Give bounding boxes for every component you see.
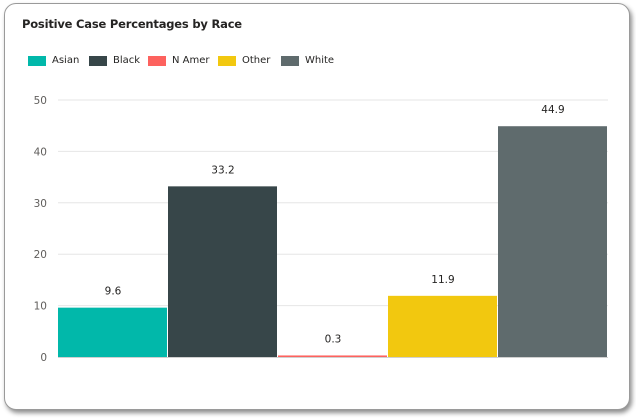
bar xyxy=(498,126,607,358)
bar xyxy=(58,307,167,357)
legend-label-n-amer: N Amer xyxy=(172,55,210,66)
bar xyxy=(388,295,497,357)
y-tick-label: 50 xyxy=(34,95,47,107)
y-tick-label: 30 xyxy=(34,198,47,210)
chart-title: Positive Case Percentages by Race xyxy=(22,17,242,31)
bar xyxy=(278,355,387,357)
legend-label-white: White xyxy=(305,55,335,66)
legend-swatch-white xyxy=(281,56,299,66)
y-tick-label: 40 xyxy=(34,146,47,158)
data-label: 33.2 xyxy=(211,164,234,176)
y-tick-label: 10 xyxy=(34,301,47,313)
legend-swatch-asian xyxy=(28,56,46,66)
legend-swatch-other xyxy=(218,56,236,66)
data-label: 11.9 xyxy=(431,274,454,286)
bar xyxy=(168,186,277,357)
legend-label-black: Black xyxy=(113,55,141,66)
data-label: 44.9 xyxy=(541,104,564,116)
y-tick-label: 0 xyxy=(40,352,47,364)
y-tick-label: 20 xyxy=(34,249,47,261)
data-label: 0.3 xyxy=(325,333,342,345)
data-label: 9.6 xyxy=(105,286,122,298)
legend-swatch-n-amer xyxy=(148,56,166,66)
legend-label-other: Other xyxy=(242,55,271,66)
legend-swatch-black xyxy=(89,56,107,66)
legend-label-asian: Asian xyxy=(52,55,80,66)
